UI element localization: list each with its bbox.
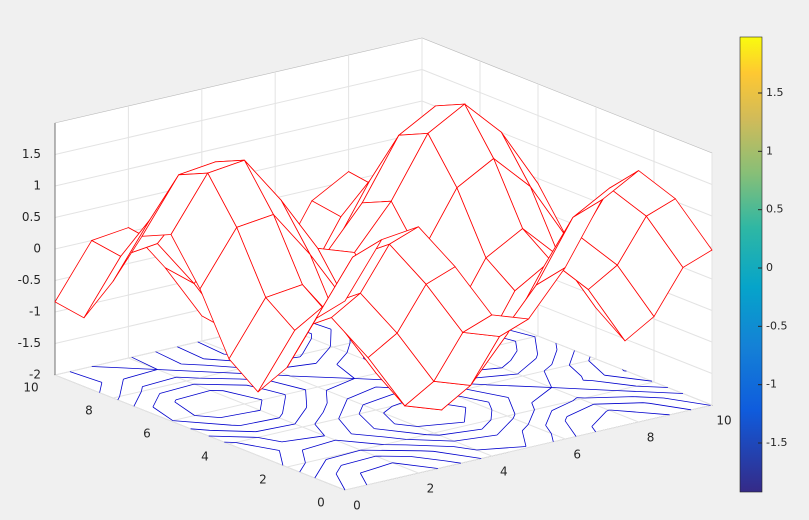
colorbar-tick-label: -1.5	[766, 436, 787, 449]
x-tick-label: 2	[427, 482, 435, 496]
x-tick-label: 0	[353, 499, 361, 513]
z-tick-label: 0.5	[22, 210, 41, 224]
colorbar-tick-label: -0.5	[766, 319, 787, 332]
colorbar-tick-label: 1.5	[766, 86, 784, 99]
z-tick-label: -2	[29, 368, 41, 382]
grid-line	[421, 69, 713, 185]
z-tick-label: -1	[29, 305, 41, 319]
mesh-cell	[315, 239, 383, 319]
y-tick-label: 4	[201, 450, 209, 464]
colorbar-tick-label: 0.5	[766, 203, 784, 216]
colorbar-tick-label: 1	[766, 144, 773, 157]
y-tick-label: 2	[259, 473, 267, 487]
x-tick-label: 8	[647, 431, 655, 445]
y-tick-label: 0	[317, 496, 325, 510]
colorbar-tick-label: -1	[766, 378, 777, 391]
grid-line	[54, 374, 346, 491]
y-tick-label: 10	[23, 381, 38, 395]
grid-line	[54, 69, 423, 155]
colorbar	[739, 36, 763, 493]
grid-line	[54, 100, 423, 187]
y-tick-label: 8	[85, 404, 93, 418]
z-tick-label: 1.5	[22, 147, 41, 161]
x-tick-label: 10	[716, 414, 731, 428]
y-tick-label: 6	[143, 427, 151, 441]
x-tick-label: 4	[500, 465, 508, 479]
grid-line	[286, 381, 655, 468]
z-tick-label: 1	[33, 179, 41, 193]
x-tick-label: 6	[573, 448, 581, 462]
z-tick-label: 0	[33, 242, 41, 256]
colorbar-tick-label: 0	[766, 261, 773, 274]
grid-line	[344, 404, 713, 491]
z-tick-label: -1.5	[18, 336, 41, 350]
z-tick-label: -0.5	[18, 273, 41, 287]
